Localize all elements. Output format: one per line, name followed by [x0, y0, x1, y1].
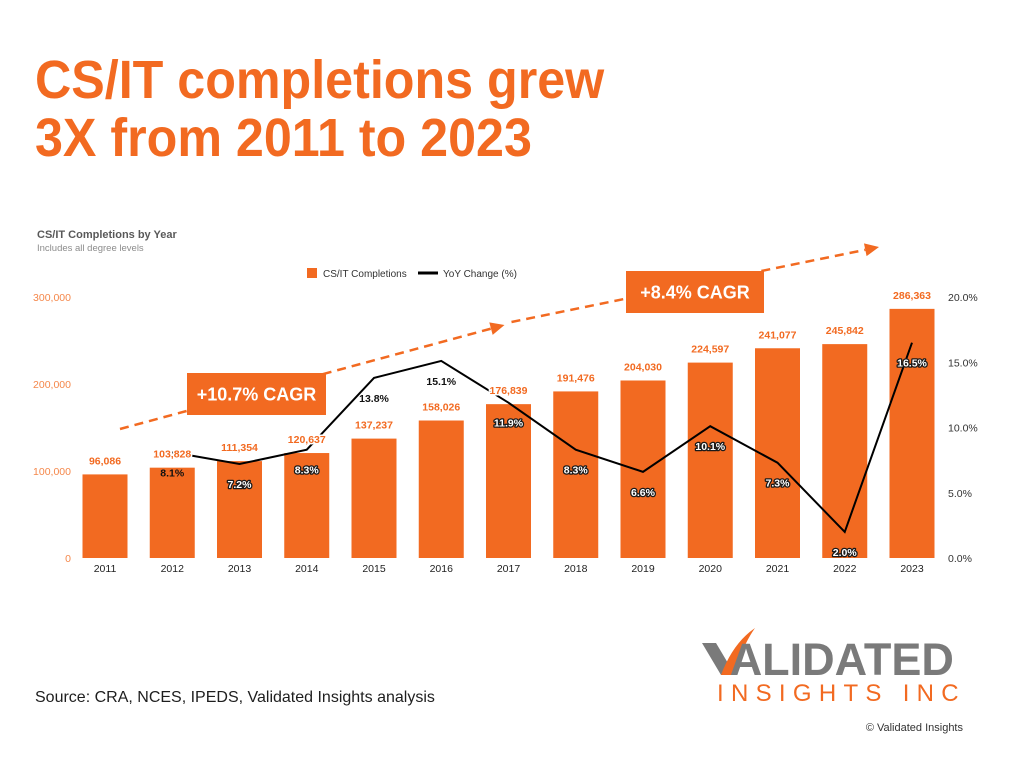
yoy-label-2014: 8.3%	[295, 465, 320, 477]
x-tick-label-2020: 2020	[699, 563, 723, 575]
bar-value-label-2018: 191,476	[557, 372, 595, 384]
yoy-label-2012: 8.1%	[160, 467, 185, 479]
line-series	[172, 342, 913, 534]
cagr-box-2	[626, 271, 764, 313]
x-tick-label-2017: 2017	[497, 563, 521, 575]
cagr-box-1	[187, 373, 326, 415]
yoy-label-2015: 13.8%	[359, 393, 389, 405]
x-tick-label-2016: 2016	[430, 563, 454, 575]
line-value-labels: 8.1% 7.2% 8.3% 13.8% 15.1% 11.9% 8.3% 6.6% 10.1%…	[160, 356, 929, 560]
right-y-tick-label: 0.0%	[948, 553, 972, 565]
bar-value-label-2017: 176,839	[490, 385, 528, 397]
yoy-label-2021: 7.3%	[766, 478, 791, 490]
yoy-label-2019: 6.6%	[631, 487, 656, 499]
bar-value-label-2020: 224,597	[691, 344, 729, 356]
yoy-label-2023: 16.5%	[897, 358, 927, 370]
cagr-annotations: +10.7% CAGR +8.4% CAGR	[119, 243, 879, 431]
legend-label-yoy: YoY Change (%)	[443, 269, 517, 280]
x-tick-label-2023: 2023	[900, 563, 924, 575]
slide-title: CS/IT completions grew 3X from 2011 to 2…	[35, 51, 604, 167]
chart-title: CS/IT Completions by Year	[37, 229, 177, 241]
bar-2017	[486, 404, 531, 558]
bar-value-label-2011: 96,086	[89, 455, 121, 467]
x-tick-label-2011: 2011	[94, 563, 117, 575]
yoy-label-2016: 15.1%	[426, 376, 456, 388]
bar-value-label-2021: 241,077	[759, 329, 797, 341]
right-y-tick-label: 5.0%	[948, 488, 972, 500]
bar-value-label-2023: 286,363	[893, 290, 931, 302]
bar-value-labels: 96,086 103,828 111,354 120,637 137,237 158,02…	[87, 288, 932, 469]
right-y-tick-label: 15.0%	[948, 357, 978, 369]
yoy-change-line	[172, 342, 913, 534]
cagr-arrowhead-icon-1	[489, 322, 505, 335]
bar-2012	[149, 467, 195, 558]
legend-label-completions: CS/IT Completions	[323, 269, 407, 280]
cagr-arrow-line-1	[119, 327, 492, 431]
chart-legend: CS/IT Completions YoY Change (%)	[307, 268, 517, 280]
axes: 2011 2012 2013 2014 2015 2016 2017 2018 2019 2020…	[33, 292, 978, 575]
left-y-tick-label: 0	[65, 553, 71, 565]
yoy-label-2022: 2.0%	[833, 547, 858, 559]
copyright-note: © Validated Insights	[865, 722, 963, 734]
left-y-tick-label: 100,000	[33, 466, 71, 478]
bar-2022	[822, 344, 868, 558]
yoy-label-2017: 11.9%	[494, 418, 524, 430]
bar-2016	[418, 420, 464, 558]
x-tick-label-2012: 2012	[161, 563, 185, 575]
x-tick-label-2013: 2013	[228, 563, 252, 575]
bar-value-label-2022: 245,842	[826, 325, 864, 337]
bar-2023	[889, 308, 935, 558]
x-tick-label-2019: 2019	[631, 563, 655, 575]
x-tick-label-2018: 2018	[564, 563, 588, 575]
bar-2011	[82, 474, 128, 558]
source-note: Source: CRA, NCES, IPEDS, Validated Insi…	[35, 689, 435, 706]
bar-2020	[687, 362, 733, 558]
yoy-label-2018: 8.3%	[564, 465, 589, 477]
title-line-2: 3X from 2011 to 2023	[35, 108, 532, 168]
logo-word-insights-inc: INSIGHTS INC	[717, 680, 966, 707]
bar-2014	[284, 453, 330, 558]
bar-value-label-2014: 120,637	[288, 434, 326, 446]
cagr-label-1: +10.7% CAGR	[197, 385, 317, 405]
left-y-tick-label: 200,000	[33, 379, 71, 391]
bar-2015	[351, 438, 397, 558]
right-y-tick-label: 10.0%	[948, 423, 978, 435]
chart-subtitle: Includes all degree levels	[37, 243, 144, 254]
bar-value-label-2019: 204,030	[624, 361, 662, 373]
bar-2019	[620, 380, 666, 558]
yoy-label-2013: 7.2%	[228, 479, 253, 491]
bar-value-label-2013: 111,354	[221, 442, 258, 454]
logo-word-validated: VALIDATED	[703, 634, 954, 685]
bar-series	[82, 308, 935, 558]
bar-2021	[755, 348, 800, 558]
bar-value-label-2016: 158,026	[422, 402, 460, 414]
bar-value-label-2012: 103,828	[153, 449, 191, 461]
title-line-1: CS/IT completions grew	[35, 50, 605, 110]
x-tick-label-2014: 2014	[295, 563, 319, 575]
bar-2018	[553, 391, 599, 558]
bar-2013	[217, 461, 262, 558]
x-tick-label-2021: 2021	[766, 563, 790, 575]
yoy-label-2020: 10.1%	[695, 441, 725, 453]
right-y-tick-label: 20.0%	[948, 292, 978, 304]
left-y-tick-label: 300,000	[33, 292, 71, 304]
legend-swatch-bar-icon	[307, 268, 317, 278]
x-tick-label-2022: 2022	[833, 563, 857, 575]
cagr-arrowhead-icon-2	[863, 243, 879, 257]
x-tick-label-2015: 2015	[362, 563, 386, 575]
bar-value-label-2015: 137,237	[355, 420, 393, 432]
cagr-label-2: +8.4% CAGR	[640, 283, 750, 303]
